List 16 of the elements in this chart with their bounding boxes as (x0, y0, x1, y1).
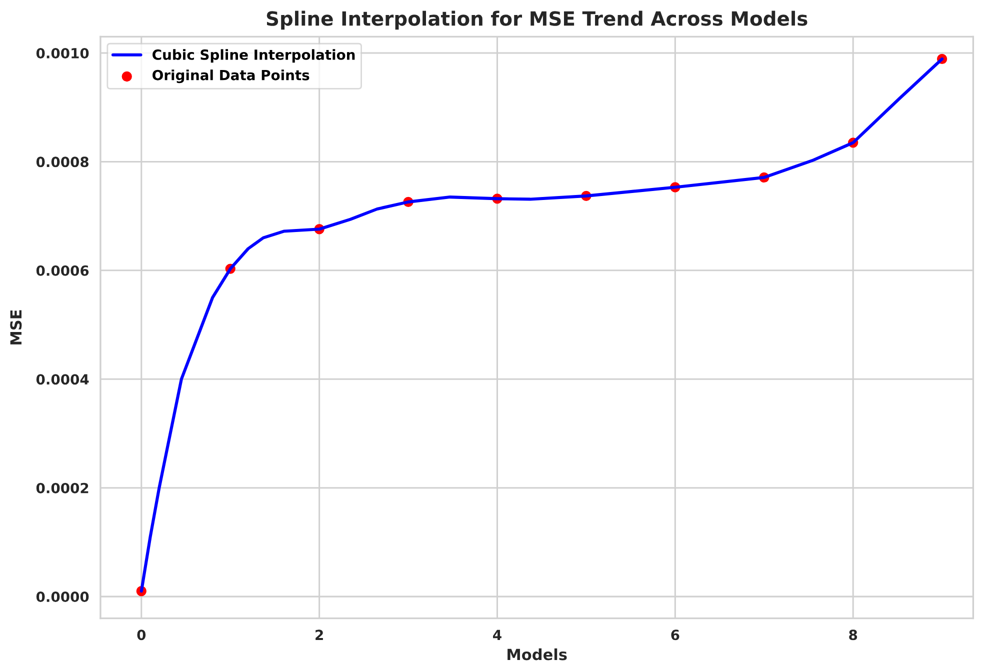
x-tick-label: 2 (316, 630, 323, 640)
y-tick-label: 0.0006 (36, 265, 89, 276)
legend-label: Cubic Spline Interpolation (152, 49, 355, 63)
y-tick-label: 0.0004 (36, 374, 89, 385)
x-tick-label: 6 (671, 630, 680, 640)
x-axis-title: Models (508, 648, 567, 660)
legend-label: Original Data Points (152, 70, 310, 84)
chart-title: Spline Interpolation for MSE Trend Across Models (266, 10, 808, 30)
y-tick-label: 0.0000 (36, 592, 89, 602)
y-axis-title: MSE (10, 310, 22, 344)
y-tick-label: 0.0010 (36, 48, 89, 58)
x-tick-label: 0 (137, 630, 146, 640)
x-tick-label: 4 (493, 630, 502, 640)
y-tick-label: 0.0002 (36, 482, 88, 494)
y-tick-label: 0.0008 (36, 156, 88, 168)
x-tick-label: 8 (849, 630, 858, 640)
